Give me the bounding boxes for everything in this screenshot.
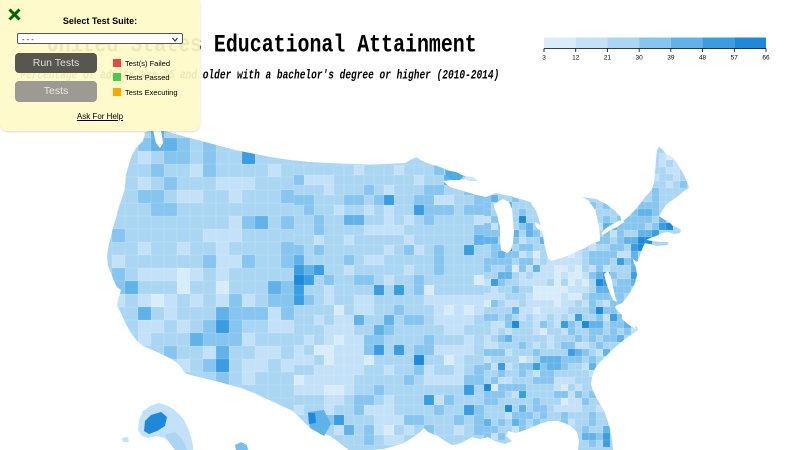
svg-text:30: 30 xyxy=(636,55,644,62)
svg-text:66: 66 xyxy=(762,55,770,62)
svg-text:39: 39 xyxy=(667,55,675,62)
svg-text:3: 3 xyxy=(542,55,546,62)
svg-text:57: 57 xyxy=(731,55,739,62)
svg-text:48: 48 xyxy=(699,55,707,62)
svg-text:12: 12 xyxy=(572,55,580,62)
svg-text:21: 21 xyxy=(604,55,612,62)
